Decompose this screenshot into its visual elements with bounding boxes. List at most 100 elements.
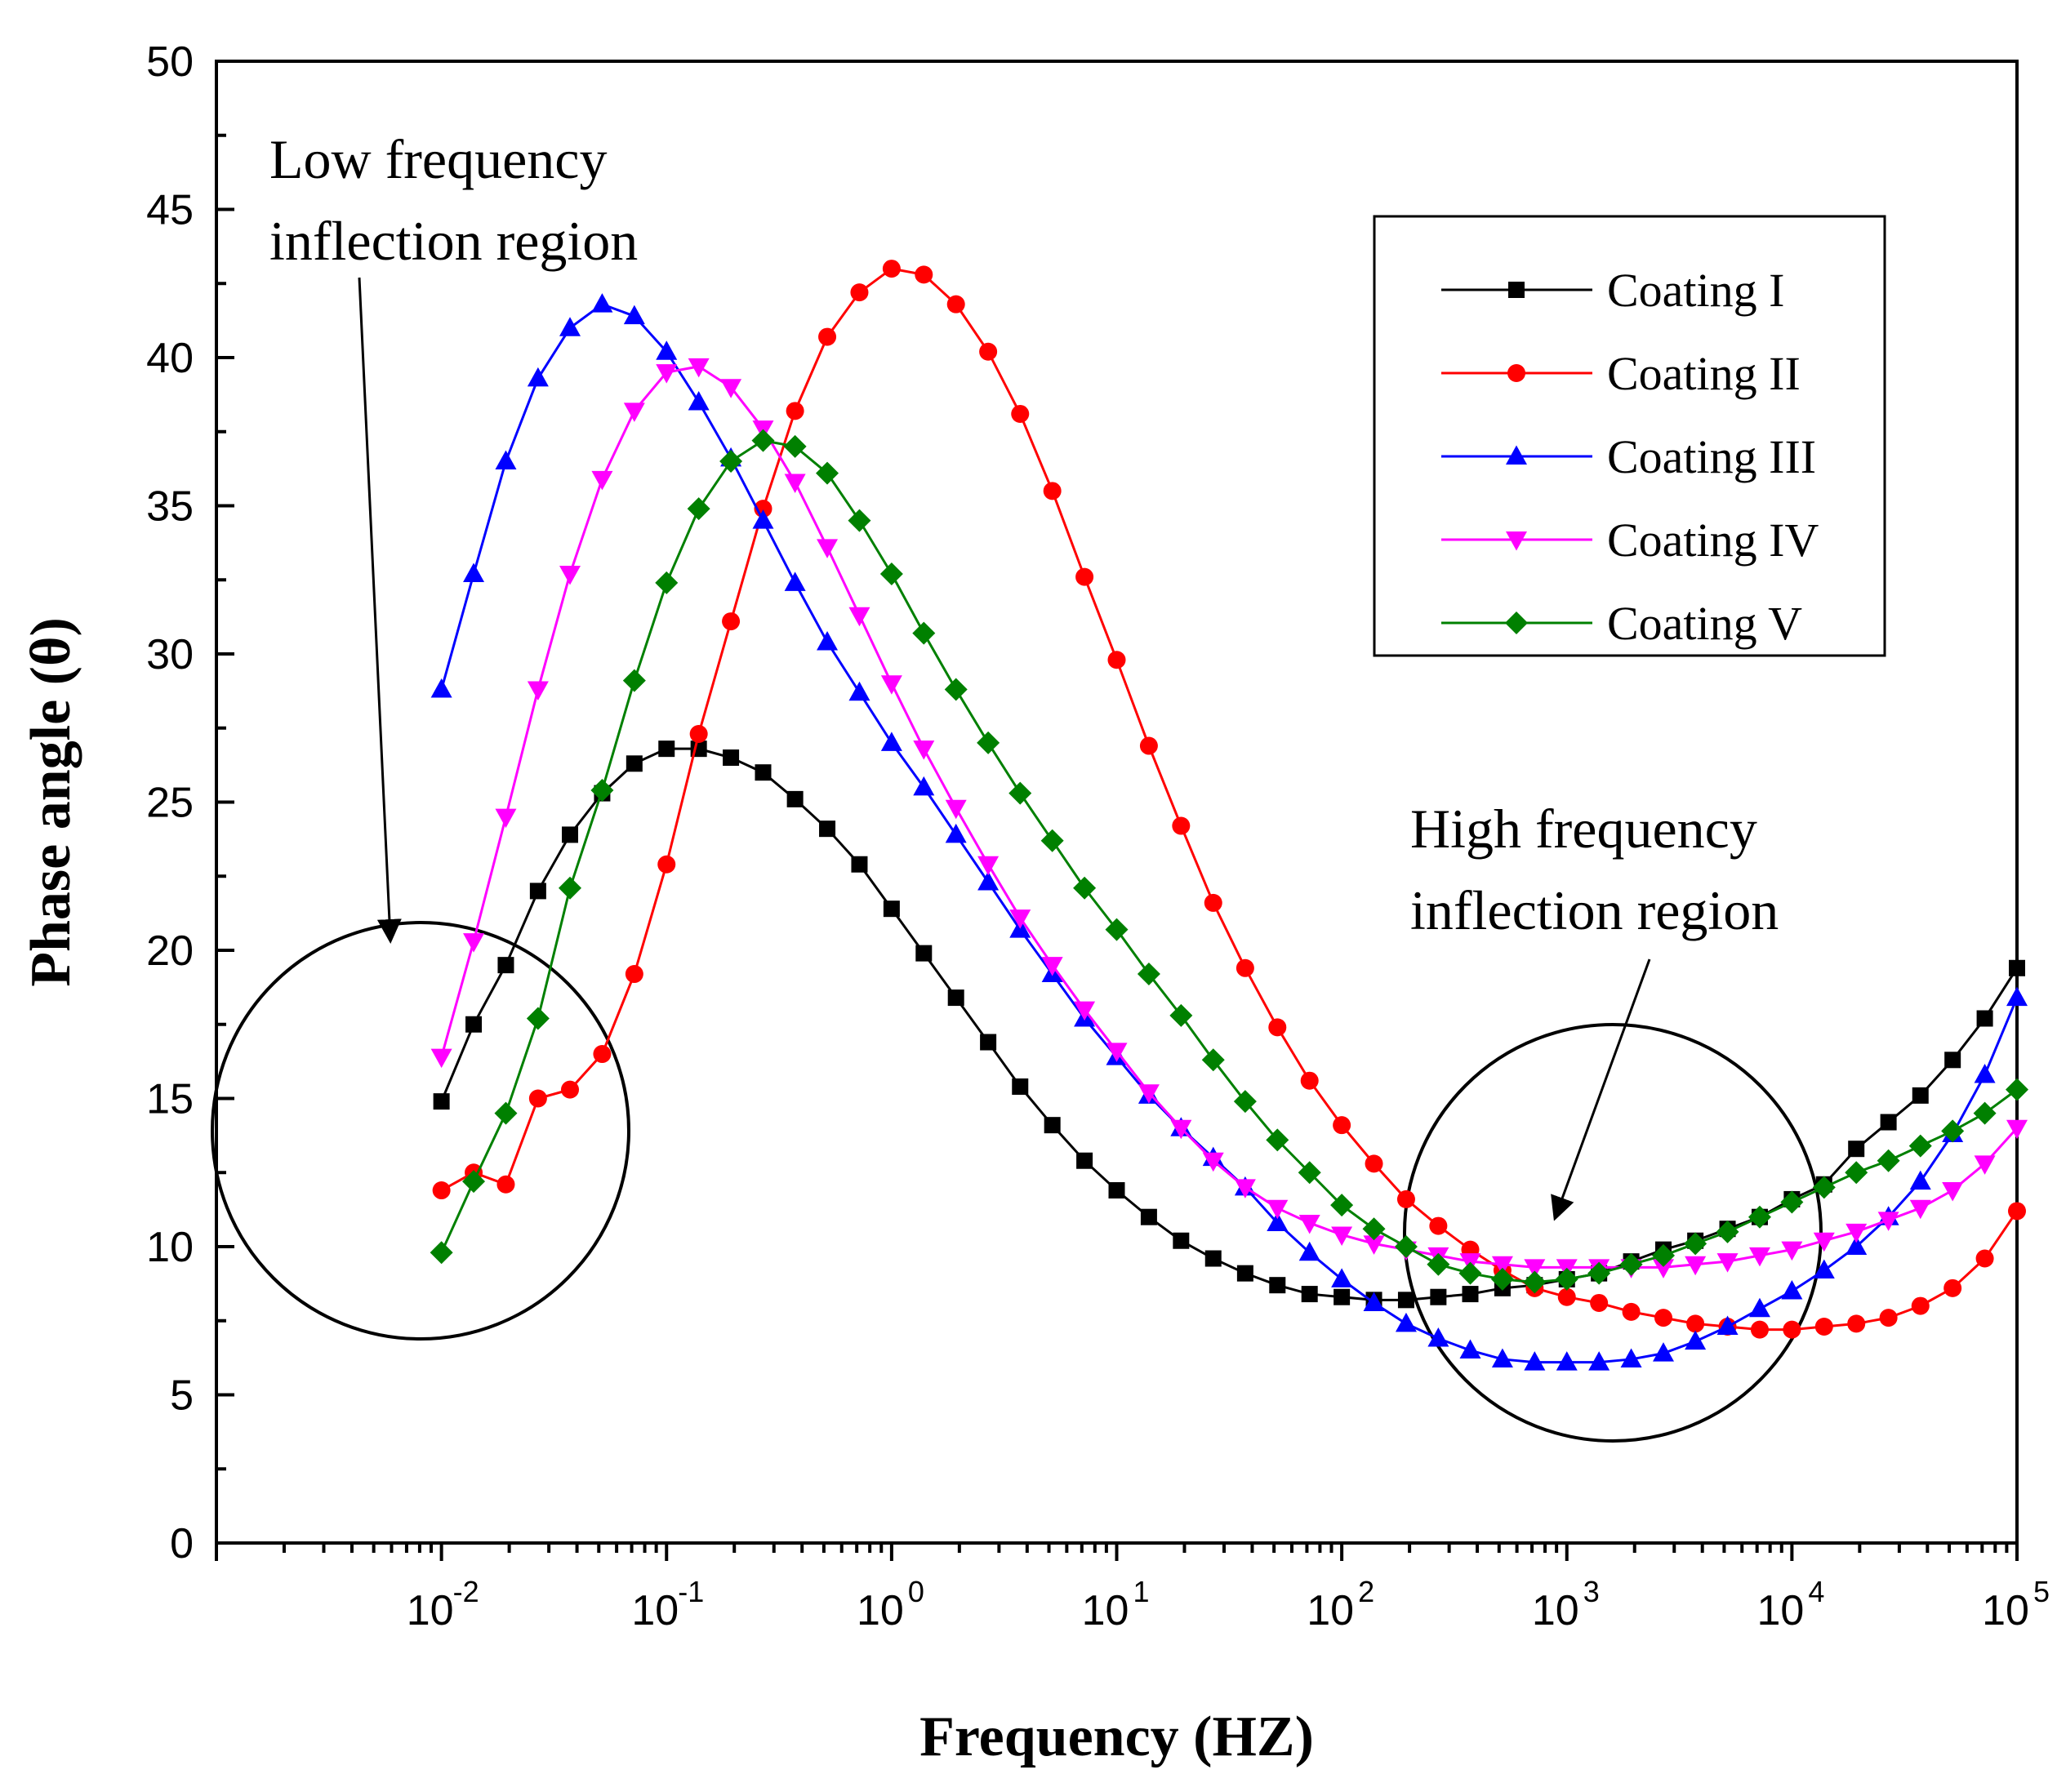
- data-point: [430, 1048, 452, 1069]
- data-point: [528, 1089, 547, 1108]
- data-point: [723, 749, 740, 767]
- x-tick-label: 10: [1082, 1587, 1129, 1634]
- data-point: [1267, 1199, 1289, 1220]
- data-point: [1363, 1292, 1385, 1311]
- data-point: [1333, 1288, 1351, 1305]
- data-point: [430, 1241, 453, 1265]
- data-point: [1555, 1267, 1578, 1291]
- data-point: [1848, 1141, 1865, 1158]
- data-point: [658, 740, 675, 758]
- data-point: [1491, 1256, 1513, 1276]
- data-point: [851, 856, 868, 873]
- data-point: [1911, 1296, 1930, 1315]
- data-point: [1298, 1214, 1320, 1234]
- y-tick-label: 10: [146, 1224, 194, 1271]
- data-point: [1716, 1220, 1739, 1243]
- data-point: [1269, 1277, 1286, 1294]
- legend-marker: [1505, 611, 1528, 634]
- data-point: [1686, 1314, 1705, 1333]
- data-point: [1105, 918, 1129, 941]
- series-group: [430, 260, 2028, 1371]
- legend-marker: [1507, 364, 1525, 382]
- data-point: [848, 607, 870, 627]
- x-tick-exponent: 5: [2033, 1575, 2050, 1608]
- data-point: [816, 461, 839, 485]
- data-point: [1651, 1243, 1675, 1267]
- data-point: [1716, 1315, 1739, 1336]
- data-point: [977, 871, 1000, 891]
- data-point: [1780, 1190, 1804, 1214]
- data-point: [465, 1016, 483, 1033]
- x-tick-exponent: 2: [1358, 1575, 1374, 1608]
- series-coating-v: [430, 429, 2028, 1294]
- data-point: [979, 342, 998, 361]
- data-point: [494, 1101, 518, 1125]
- data-point: [1330, 1194, 1354, 1217]
- data-point: [913, 740, 935, 760]
- data-point: [719, 450, 743, 474]
- data-point: [623, 402, 645, 422]
- y-tick-label: 50: [146, 38, 194, 86]
- data-point: [722, 612, 741, 631]
- data-point: [1812, 1176, 1836, 1199]
- data-point: [1590, 1293, 1609, 1312]
- data-point: [1462, 1286, 1479, 1303]
- data-point: [655, 571, 679, 594]
- high-frequency-arrow: [1551, 958, 1651, 1221]
- low-frequency-arrow: [358, 277, 402, 944]
- data-point: [1427, 1327, 1449, 1347]
- data-point: [462, 1170, 486, 1194]
- data-point: [1654, 1309, 1672, 1327]
- data-point: [1074, 1001, 1096, 1021]
- data-point: [626, 755, 643, 772]
- data-point: [1622, 1302, 1641, 1321]
- data-point: [1331, 1226, 1353, 1246]
- data-point: [786, 402, 804, 420]
- data-point: [1557, 1287, 1576, 1306]
- data-point: [915, 945, 933, 962]
- data-point: [1107, 651, 1126, 669]
- data-point: [1427, 1252, 1450, 1276]
- annotation-text: inflection region: [269, 210, 638, 272]
- data-point: [1041, 957, 1063, 976]
- data-point: [784, 474, 806, 493]
- data-point: [1204, 1250, 1222, 1267]
- data-point: [1813, 1259, 1835, 1279]
- data-point: [1363, 1235, 1385, 1255]
- data-point: [1458, 1261, 1482, 1285]
- data-point: [946, 295, 965, 313]
- annotation-group: Low frequency inflection region High frequ…: [211, 128, 1823, 1443]
- data-point: [980, 1034, 997, 1051]
- x-tick-exponent: -2: [453, 1575, 479, 1608]
- data-point: [1781, 1279, 1803, 1300]
- data-point: [1236, 958, 1254, 977]
- x-tick-label: 10: [1756, 1587, 1804, 1634]
- data-point: [1845, 1161, 1868, 1185]
- data-point: [1011, 404, 1030, 423]
- data-point: [945, 823, 967, 843]
- data-point: [1814, 1318, 1833, 1336]
- legend-marker: [1506, 445, 1527, 465]
- data-point: [1975, 1249, 1994, 1268]
- high-frequency-circle: [1403, 1023, 1823, 1443]
- data-point: [1877, 1149, 1900, 1172]
- y-tick-label: 30: [146, 631, 194, 678]
- x-axis-title: Frequency (HZ): [919, 1705, 1314, 1768]
- data-point: [1459, 1339, 1481, 1359]
- data-point: [1880, 1114, 1897, 1131]
- data-point: [590, 778, 614, 802]
- data-point: [1429, 1216, 1448, 1235]
- x-tick-label: 10: [407, 1587, 454, 1634]
- data-point: [527, 367, 549, 387]
- data-point: [1783, 1320, 1801, 1339]
- data-point: [433, 1093, 450, 1110]
- data-point: [495, 450, 517, 470]
- data-point: [688, 390, 710, 411]
- data-point: [1909, 1170, 1931, 1190]
- data-point: [625, 965, 643, 984]
- y-tick-label: 0: [170, 1520, 194, 1567]
- data-point: [1748, 1205, 1771, 1229]
- legend-label: Coating II: [1607, 347, 1801, 400]
- data-point: [1556, 1351, 1578, 1371]
- data-point: [944, 678, 968, 701]
